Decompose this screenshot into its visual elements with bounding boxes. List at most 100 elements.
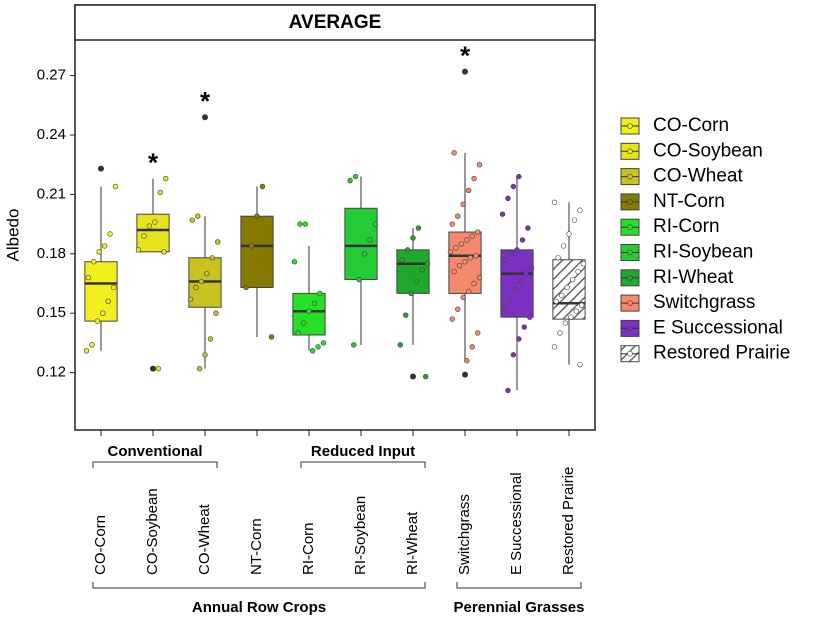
data-point bbox=[91, 259, 97, 265]
data-point bbox=[209, 255, 215, 261]
legend-dot bbox=[627, 325, 633, 332]
y-tick-label: 0.21 bbox=[37, 185, 66, 202]
data-point bbox=[155, 365, 162, 372]
data-point bbox=[580, 261, 587, 267]
data-point bbox=[110, 284, 117, 291]
box bbox=[240, 215, 274, 288]
data-point bbox=[516, 336, 522, 342]
data-point bbox=[560, 243, 567, 249]
y-tick-label: 0.24 bbox=[37, 126, 66, 143]
data-point bbox=[105, 298, 111, 305]
data-point bbox=[146, 223, 153, 229]
x-tick-label: E Successional bbox=[508, 472, 525, 575]
data-point bbox=[519, 237, 526, 243]
data-point bbox=[367, 237, 373, 243]
y-tick-label: 0.27 bbox=[37, 67, 66, 84]
data-point bbox=[202, 352, 208, 358]
data-point bbox=[415, 225, 422, 231]
data-point bbox=[410, 235, 416, 241]
legend-label: Restored Prairie bbox=[653, 343, 790, 364]
data-point bbox=[510, 352, 517, 358]
data-point bbox=[508, 251, 515, 257]
legend-dot bbox=[627, 274, 633, 281]
legend-dot bbox=[627, 123, 633, 129]
data-point bbox=[555, 255, 561, 261]
legend-label: E Successional bbox=[653, 317, 783, 338]
box bbox=[136, 213, 170, 253]
data-point bbox=[476, 274, 483, 281]
data-point bbox=[248, 243, 255, 249]
data-point bbox=[351, 342, 357, 348]
data-point bbox=[471, 175, 477, 182]
data-point bbox=[575, 268, 581, 275]
outlier bbox=[202, 114, 208, 121]
y-tick-label: 0.12 bbox=[37, 364, 66, 381]
data-point bbox=[157, 189, 163, 196]
data-point bbox=[462, 259, 468, 265]
data-point bbox=[525, 225, 531, 231]
data-point bbox=[162, 175, 169, 182]
data-point bbox=[449, 316, 456, 322]
x-tick-label: RI-Corn bbox=[300, 522, 317, 575]
data-point bbox=[404, 247, 411, 253]
box bbox=[396, 249, 430, 294]
data-point bbox=[451, 150, 457, 156]
group-label: Conventional bbox=[107, 443, 202, 460]
data-point bbox=[152, 219, 158, 225]
group-label: Reduced Input bbox=[311, 443, 415, 460]
data-point bbox=[469, 233, 475, 239]
data-point bbox=[476, 162, 483, 168]
data-point bbox=[460, 294, 466, 301]
data-point bbox=[505, 387, 511, 394]
x-tick-label: Switchgrass bbox=[456, 494, 473, 575]
data-point bbox=[551, 344, 558, 350]
data-point bbox=[573, 308, 579, 314]
x-tick-label: RI-Wheat bbox=[404, 511, 421, 575]
outlier bbox=[98, 165, 104, 172]
data-point bbox=[397, 342, 404, 348]
data-point bbox=[306, 308, 312, 314]
data-point bbox=[569, 276, 576, 283]
data-point bbox=[399, 257, 405, 263]
data-point bbox=[453, 245, 459, 251]
outlier bbox=[462, 68, 468, 75]
data-point bbox=[510, 183, 517, 190]
data-point bbox=[464, 358, 470, 364]
data-point bbox=[204, 270, 210, 277]
legend-dot bbox=[627, 199, 633, 205]
outlier bbox=[150, 365, 156, 372]
data-point bbox=[352, 173, 359, 180]
data-point bbox=[94, 318, 101, 324]
data-point bbox=[198, 278, 205, 285]
data-point bbox=[516, 173, 522, 180]
y-tick-label: 0.15 bbox=[37, 304, 66, 321]
legend-label: CO-Corn bbox=[653, 115, 729, 136]
data-point bbox=[83, 348, 90, 354]
data-point bbox=[471, 280, 477, 287]
legend-dot bbox=[627, 148, 633, 155]
data-point bbox=[361, 251, 368, 257]
data-point bbox=[295, 330, 301, 336]
data-point bbox=[551, 199, 558, 206]
legend-dot bbox=[627, 224, 633, 230]
data-point bbox=[419, 266, 425, 273]
data-point bbox=[207, 336, 214, 342]
data-point bbox=[577, 361, 583, 368]
data-point bbox=[291, 259, 298, 265]
data-point bbox=[189, 217, 196, 223]
data-point bbox=[564, 284, 570, 291]
significance: * bbox=[200, 86, 211, 116]
data-point bbox=[424, 261, 431, 267]
data-point bbox=[499, 211, 506, 217]
data-point bbox=[559, 292, 565, 299]
data-point bbox=[568, 314, 574, 320]
data-point bbox=[469, 344, 475, 350]
box bbox=[292, 292, 326, 336]
data-point bbox=[566, 231, 572, 237]
data-point bbox=[521, 324, 527, 330]
group-label: Annual Row Crops bbox=[192, 599, 326, 616]
data-point bbox=[317, 290, 323, 297]
data-point bbox=[268, 334, 275, 340]
panel-header bbox=[74, 4, 596, 41]
